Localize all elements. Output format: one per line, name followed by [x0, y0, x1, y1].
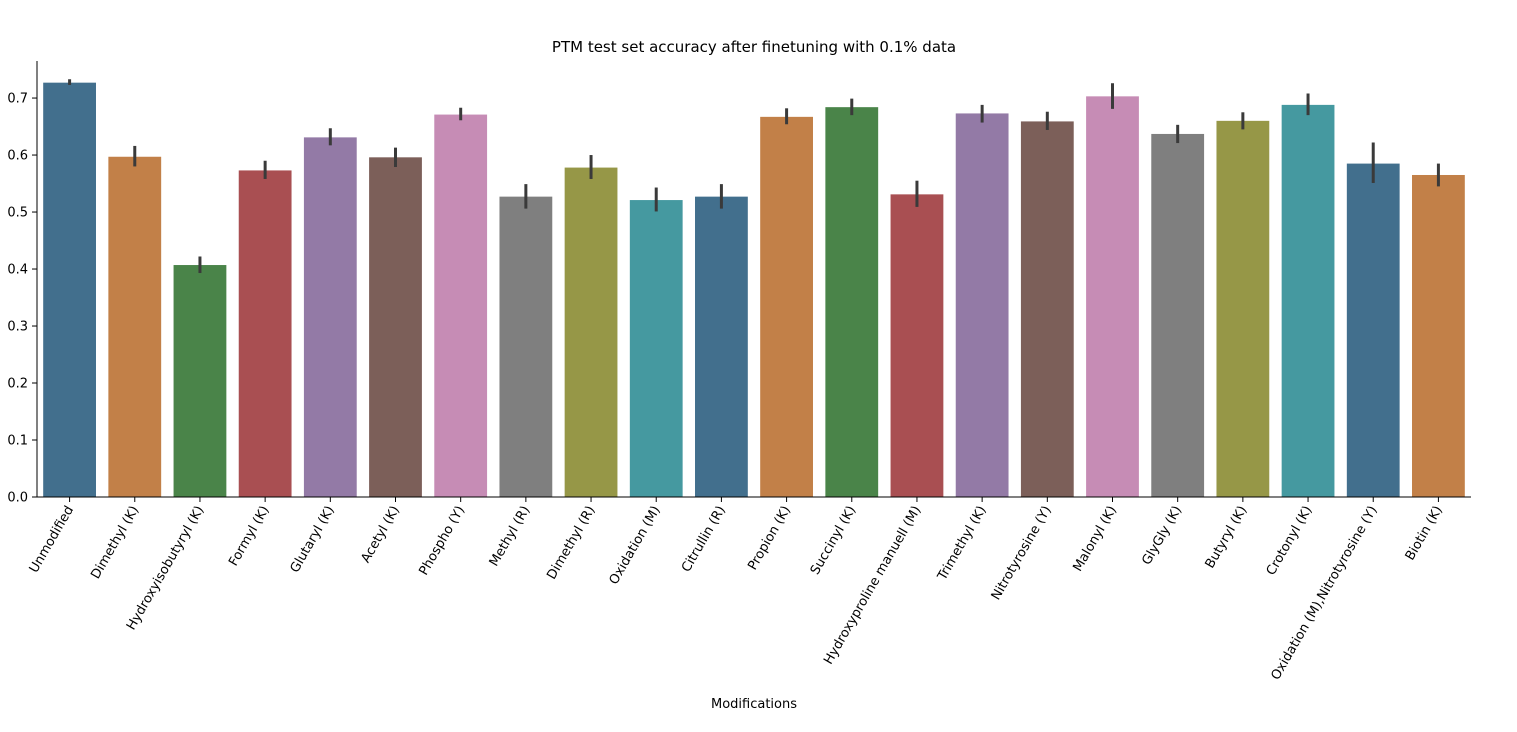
x-tick-label: Dimethyl (R)	[544, 504, 598, 583]
bar	[1346, 163, 1400, 497]
x-tick-label: Crotonyl (K)	[1264, 504, 1316, 579]
y-tick-label: 0.7	[7, 92, 28, 107]
x-tick-label: Unmodified	[27, 504, 77, 576]
x-tick-label: Oxidation (M),Nitrotyrosine (Y)	[1269, 504, 1381, 683]
bar	[890, 194, 944, 498]
bar	[825, 107, 879, 497]
x-tick-label: Acetyl (K)	[358, 504, 402, 566]
bar	[1216, 120, 1270, 497]
error-bars-group	[68, 79, 1440, 274]
x-tick-label: Oxidation (M)	[607, 504, 664, 588]
x-tick-label: Dimethyl (K)	[88, 504, 142, 582]
x-tick-label: Propion (K)	[745, 504, 794, 573]
y-tick-label: 0.6	[7, 149, 28, 164]
bar	[1086, 96, 1139, 497]
bar	[1020, 121, 1074, 497]
bar	[499, 196, 553, 497]
bar	[173, 265, 227, 497]
bar	[238, 170, 292, 497]
bar	[760, 116, 813, 497]
y-axis: 0.0 0.1 0.2 0.3 0.4 0.5 0.6 0.7	[7, 61, 38, 506]
bar	[564, 167, 618, 497]
y-tick-label: 0.5	[7, 206, 28, 221]
bar	[695, 196, 748, 497]
x-tick-label: Nitrotyrosine (Y)	[989, 504, 1055, 603]
x-axis: Unmodified Dimethyl (K)Hydroxyisobutyryl …	[27, 496, 1471, 683]
x-tick-label: Citrullin (R)	[679, 504, 729, 575]
x-axis-label: Modifications	[711, 697, 797, 712]
bar	[1151, 133, 1205, 497]
bar	[1412, 174, 1465, 498]
x-tick-label: Formyl (K)	[226, 504, 272, 569]
x-tick-label: Biotin (K)	[1403, 504, 1446, 564]
bar	[434, 114, 488, 497]
bars-group	[43, 82, 1465, 498]
y-tick-label: 0.2	[7, 377, 28, 392]
x-tick-label: Succinyl (K)	[808, 504, 859, 578]
x-tick-label: Hydroxyisobutyryl (K)	[124, 504, 207, 633]
x-tick-label: Phospho (Y)	[416, 504, 468, 579]
x-tick-label: Trimethyl (K)	[935, 504, 990, 584]
bar	[303, 137, 357, 497]
x-tick-label: Malonyl (K)	[1070, 504, 1120, 575]
y-tick-label: 0.4	[7, 263, 28, 278]
bar	[955, 113, 1009, 498]
bar	[1281, 104, 1335, 497]
x-tick-label: GlyGly (K)	[1139, 504, 1185, 568]
x-tick-label: Glutaryl (K)	[288, 504, 338, 576]
chart-title: PTM test set accuracy after finetuning w…	[552, 38, 956, 56]
bar	[108, 156, 162, 497]
x-tick-label: Methyl (R)	[487, 504, 534, 570]
y-tick-label: 0.1	[7, 434, 28, 449]
bar	[369, 157, 422, 497]
y-tick-label: 0.0	[7, 491, 28, 506]
bar	[43, 82, 96, 497]
x-tick-label: Butyryl (K)	[1203, 504, 1251, 572]
y-tick-label: 0.3	[7, 320, 28, 335]
bar	[629, 200, 683, 497]
